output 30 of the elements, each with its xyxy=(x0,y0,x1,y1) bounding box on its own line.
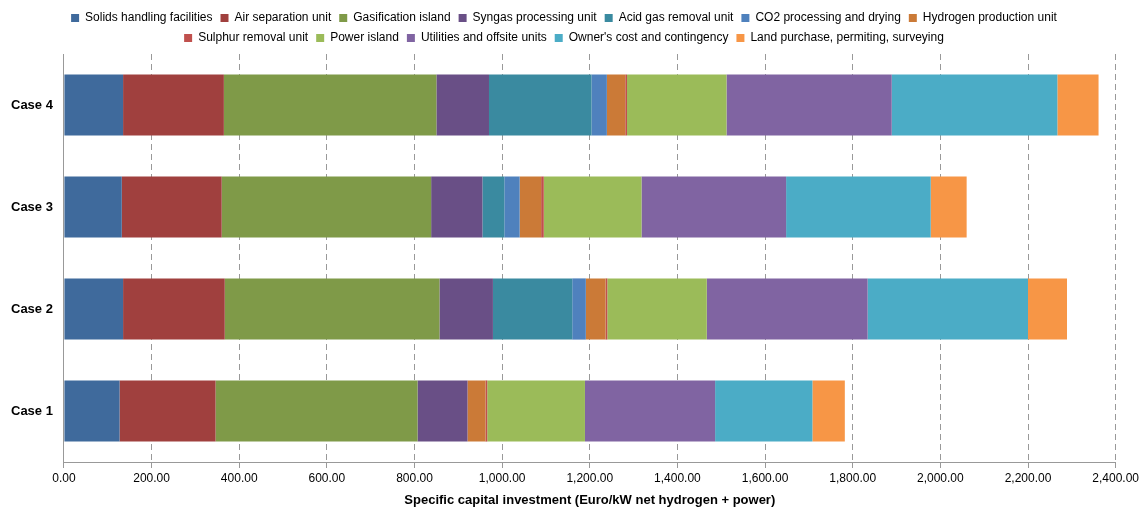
legend-label: Power island xyxy=(330,30,399,45)
legend-label: Owner's cost and contingency xyxy=(568,30,729,45)
legend-label: Solids handling facilities xyxy=(85,10,213,25)
x-tick-label: 200.00 xyxy=(133,470,171,485)
legend-label: CO2 processing and drying xyxy=(755,10,901,25)
legend-label: Syngas processing unit xyxy=(472,10,598,25)
legend-label: Acid gas removal unit xyxy=(618,10,735,25)
y-tick-label: Case 2 xyxy=(11,300,53,316)
legend-label: Land purchase, permiting, surveying xyxy=(750,30,944,45)
x-tick-label: 1,800.00 xyxy=(829,470,877,485)
x-tick-label: 1,200.00 xyxy=(566,470,614,485)
x-tick-label: 2,200.00 xyxy=(1004,470,1052,485)
legend-label: Sulphur removal unit xyxy=(198,30,309,45)
x-tick-label: 600.00 xyxy=(308,470,346,485)
x-tick-label: 2,400.00 xyxy=(1092,470,1140,485)
legend-label: Air separation unit xyxy=(234,10,332,25)
x-tick-label: 1,000.00 xyxy=(478,470,526,485)
legend-label: Gasification island xyxy=(353,10,451,25)
y-tick-label: Case 4 xyxy=(11,96,54,112)
legend-label: Hydrogen production unit xyxy=(922,10,1058,25)
x-axis-title: Specific capital investment (Euro/kW net hydrogen + power) xyxy=(404,491,776,507)
x-tick-label: 800.00 xyxy=(396,470,434,485)
x-tick-label: 1,600.00 xyxy=(741,470,789,485)
x-tick-label: 1,400.00 xyxy=(654,470,702,485)
y-tick-label: Case 3 xyxy=(11,198,53,214)
x-tick-label: 400.00 xyxy=(220,470,258,485)
x-tick-label: 0.00 xyxy=(52,470,76,485)
legend-label: Utilities and offsite units xyxy=(420,30,547,45)
x-tick-label: 2,000.00 xyxy=(917,470,965,485)
y-tick-label: Case 1 xyxy=(11,402,53,418)
